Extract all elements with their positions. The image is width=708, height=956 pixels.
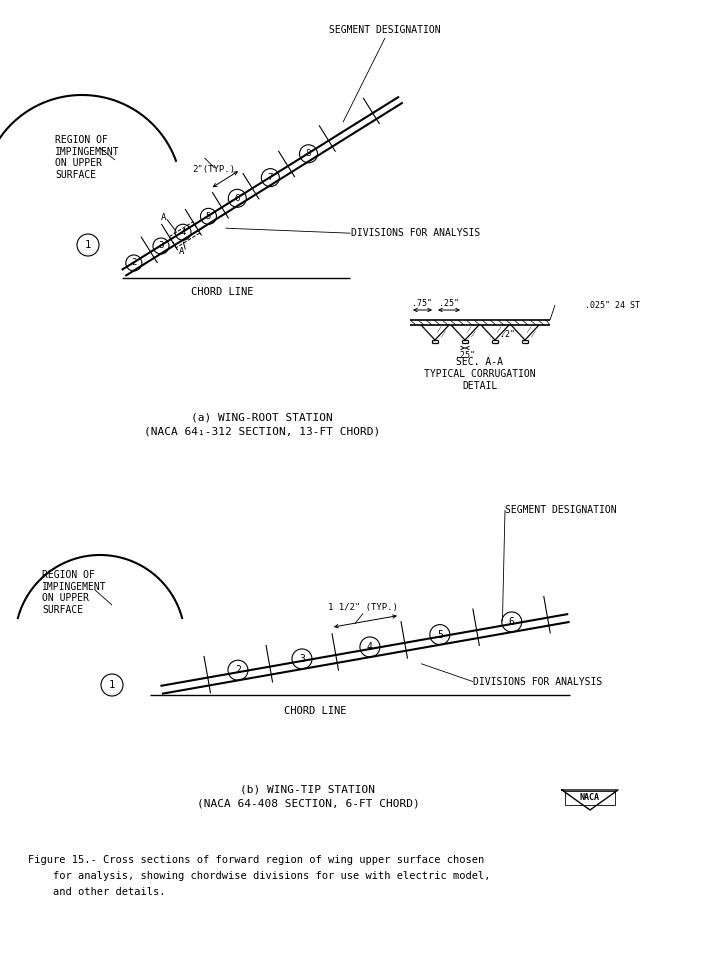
Text: and other details.: and other details. <box>28 887 166 897</box>
Text: 2: 2 <box>235 665 241 675</box>
Text: REGION OF
IMPINGEMENT
ON UPPER
SURFACE: REGION OF IMPINGEMENT ON UPPER SURFACE <box>42 570 107 615</box>
Text: 1 1/2" (TYP.): 1 1/2" (TYP.) <box>328 603 398 612</box>
Text: .2": .2" <box>500 330 515 339</box>
Text: DIVISIONS FOR ANALYSIS: DIVISIONS FOR ANALYSIS <box>473 677 603 686</box>
Text: 5: 5 <box>206 212 211 221</box>
Text: 3: 3 <box>159 242 164 250</box>
Text: 1: 1 <box>85 240 91 250</box>
Text: REGION OF
IMPINGEMENT
ON UPPER
SURFACE: REGION OF IMPINGEMENT ON UPPER SURFACE <box>55 135 120 180</box>
Text: NACA: NACA <box>580 793 600 802</box>
Text: 1: 1 <box>109 680 115 690</box>
Text: (b) WING-TIP STATION: (b) WING-TIP STATION <box>241 785 375 795</box>
Text: 4: 4 <box>181 228 185 237</box>
Text: 6: 6 <box>234 194 240 203</box>
Text: 5: 5 <box>437 630 442 640</box>
Text: (NACA 64₁-312 SECTION, 13-FT CHORD): (NACA 64₁-312 SECTION, 13-FT CHORD) <box>144 427 380 437</box>
Text: 3: 3 <box>299 654 305 663</box>
Text: 6: 6 <box>509 617 515 627</box>
Text: 2: 2 <box>131 258 137 268</box>
Text: (NACA 64-408 SECTION, 6-FT CHORD): (NACA 64-408 SECTION, 6-FT CHORD) <box>197 799 419 809</box>
Text: SEGMENT DESIGNATION: SEGMENT DESIGNATION <box>329 25 441 35</box>
Text: DETAIL: DETAIL <box>462 381 498 391</box>
Text: .25": .25" <box>455 352 475 360</box>
Text: DIVISIONS FOR ANALYSIS: DIVISIONS FOR ANALYSIS <box>350 228 480 238</box>
Text: SEGMENT DESIGNATION: SEGMENT DESIGNATION <box>505 505 617 515</box>
Text: Figure 15.- Cross sections of forward region of wing upper surface chosen: Figure 15.- Cross sections of forward re… <box>28 855 484 865</box>
Text: for analysis, showing chordwise divisions for use with electric model,: for analysis, showing chordwise division… <box>28 871 491 881</box>
Text: .75": .75" <box>413 298 433 308</box>
Text: .25": .25" <box>439 298 459 308</box>
Text: A: A <box>161 213 166 222</box>
Text: CHORD LINE: CHORD LINE <box>190 287 253 297</box>
Text: 7: 7 <box>268 173 273 183</box>
Text: A: A <box>178 247 184 256</box>
Text: (a) WING-ROOT STATION: (a) WING-ROOT STATION <box>191 413 333 423</box>
Text: CHORD LINE: CHORD LINE <box>284 706 346 716</box>
Text: 2"(TYP.): 2"(TYP.) <box>193 164 236 174</box>
Text: 8: 8 <box>306 149 312 159</box>
Text: SEC. A-A: SEC. A-A <box>457 357 503 367</box>
Text: 4: 4 <box>367 641 373 652</box>
Text: .025" 24 ST: .025" 24 ST <box>585 300 640 310</box>
Text: TYPICAL CORRUGATION: TYPICAL CORRUGATION <box>424 369 536 379</box>
